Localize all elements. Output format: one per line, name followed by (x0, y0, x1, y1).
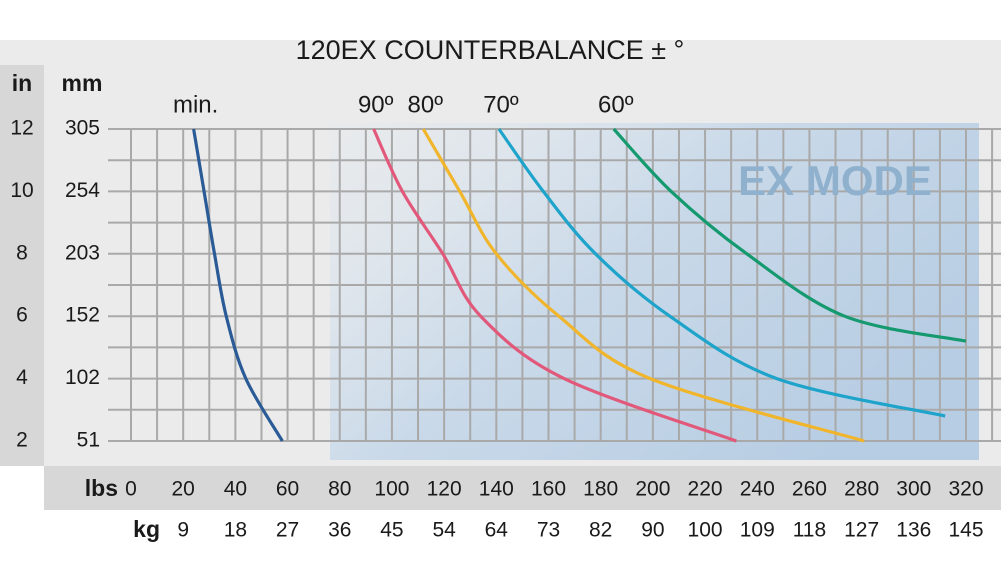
lbs-axis-band (44, 466, 1001, 510)
x-tick-label: 80 (328, 478, 351, 501)
y-tick-label: 10 (10, 179, 33, 202)
curve (372, 128, 737, 443)
curve (612, 127, 967, 343)
x2-tick-label: 136 (896, 519, 931, 542)
curve-label: 70º (483, 91, 519, 118)
ex-mode-region (330, 123, 979, 460)
x2-tick-label: 9 (177, 519, 189, 542)
x2-tick-label: 82 (589, 519, 612, 542)
curve (192, 128, 284, 442)
curve (497, 128, 946, 418)
x-tick-label: 240 (740, 478, 775, 501)
y-tick-label: 12 (10, 117, 33, 140)
y2-tick-label: 203 (65, 241, 100, 264)
y2-tick-label: 102 (65, 366, 100, 389)
x-tick-label: 180 (583, 478, 618, 501)
x2-tick-label: 127 (844, 519, 879, 542)
x-tick-label: 120 (427, 478, 462, 501)
curve-label: 60º (598, 91, 634, 118)
y-tick-label: 2 (16, 429, 28, 452)
y2-tick-label: 305 (65, 117, 100, 140)
x2-tick-label: 54 (432, 519, 456, 542)
curve (421, 128, 865, 443)
x-tick-label: 40 (224, 478, 247, 501)
y2-tick-label: 254 (65, 179, 100, 202)
x2-tick-label: 27 (276, 519, 299, 542)
x2-tick-label: 100 (688, 519, 723, 542)
chart-title: 120EX COUNTERBALANCE ± ° (296, 35, 685, 65)
x-tick-label: 60 (276, 478, 299, 501)
x-tick-label: 200 (635, 478, 670, 501)
x2-tick-label: 73 (537, 519, 560, 542)
x2-tick-label: 90 (641, 519, 664, 542)
x-tick-label: 0 (125, 478, 137, 501)
y2-tick-label: 152 (65, 304, 100, 327)
x2-tick-label: 36 (328, 519, 351, 542)
y-tick-label: 6 (16, 304, 28, 327)
y-tick-label: 4 (16, 366, 28, 389)
y2-axis-label: mm (62, 70, 103, 96)
x-tick-label: 280 (844, 478, 879, 501)
x-tick-label: 160 (531, 478, 566, 501)
curve-label: min. (173, 91, 218, 118)
x-tick-label: 300 (896, 478, 931, 501)
curve-label: 90º (358, 91, 394, 118)
x2-tick-label: 18 (224, 519, 247, 542)
x-axis-label: lbs (85, 475, 118, 501)
x-tick-label: 320 (948, 478, 983, 501)
x2-tick-label: 109 (740, 519, 775, 542)
x2-tick-label: 118 (793, 519, 826, 542)
x2-tick-label: 45 (380, 519, 403, 542)
y2-tick-label: 51 (77, 429, 100, 452)
in-axis-band (0, 65, 44, 466)
x2-axis-label: kg (133, 516, 160, 542)
x-tick-label: 100 (374, 478, 409, 501)
ex-mode-label: EX MODE (738, 157, 932, 204)
x-tick-label: 140 (479, 478, 514, 501)
y-tick-label: 8 (16, 241, 28, 264)
x-tick-label: 20 (172, 478, 195, 501)
x-tick-label: 220 (688, 478, 723, 501)
x2-tick-label: 64 (485, 519, 509, 542)
curve-label: 80º (408, 91, 444, 118)
x-tick-label: 260 (792, 478, 827, 501)
x2-tick-label: 145 (948, 519, 983, 542)
y-axis-label: in (12, 70, 32, 96)
